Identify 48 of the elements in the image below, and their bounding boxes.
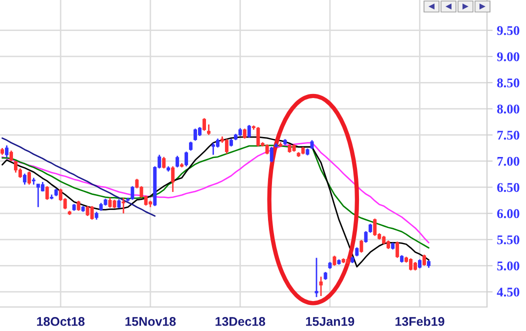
candlestick xyxy=(184,150,188,168)
y-tick-label: 8.00 xyxy=(497,104,520,114)
candlestick xyxy=(40,181,44,192)
line-series xyxy=(2,137,156,217)
candlestick xyxy=(108,197,112,208)
candlestick xyxy=(9,150,13,162)
y-tick-label: 6.50 xyxy=(497,183,520,192)
candlestick xyxy=(176,155,180,168)
y-tick-label: 9.00 xyxy=(497,52,520,62)
y-tick-label: 9.50 xyxy=(497,26,520,36)
y-tick-label: 8.50 xyxy=(497,78,520,88)
candlestick xyxy=(373,218,377,237)
y-tick-label: 6.00 xyxy=(497,209,520,218)
candlestick xyxy=(270,146,274,163)
candlestick xyxy=(360,239,364,254)
candlestick xyxy=(27,170,31,186)
y-tick-label: 4.50 xyxy=(496,288,520,297)
line-series xyxy=(2,136,430,268)
candlestick xyxy=(422,254,426,266)
y-tick-label: 7.00 xyxy=(497,156,520,166)
candlestick xyxy=(332,255,336,266)
x-tick-label: 15Nov18 xyxy=(125,317,176,326)
x-tick-label: 15Jan19 xyxy=(306,317,354,326)
candlestick xyxy=(162,156,166,170)
candlestick xyxy=(130,185,134,200)
candlestick xyxy=(364,230,368,244)
candlestick xyxy=(202,118,206,132)
candlestick xyxy=(122,197,126,214)
y-tick-label: 5.00 xyxy=(497,261,520,270)
candlestick xyxy=(265,144,269,155)
x-tick-label: 18Oct18 xyxy=(37,317,85,326)
candlestick xyxy=(396,240,400,259)
x-tick-label: 13Dec18 xyxy=(216,317,266,326)
candlestick xyxy=(90,205,94,220)
candlestick xyxy=(76,200,80,212)
y-tick-label: 5.50 xyxy=(497,235,520,244)
candlestick xyxy=(242,128,246,140)
candlestick xyxy=(224,138,228,154)
candlestick xyxy=(4,144,8,158)
x-tick-label: 13Feb19 xyxy=(396,316,444,326)
y-tick-label: 7.50 xyxy=(497,130,520,140)
candlestick xyxy=(247,124,251,138)
candlestick xyxy=(45,185,49,200)
candlestick xyxy=(207,124,210,136)
candlestick xyxy=(22,172,26,186)
candlestick xyxy=(319,276,323,297)
candlestick xyxy=(194,128,198,142)
candlestick xyxy=(171,166,175,193)
